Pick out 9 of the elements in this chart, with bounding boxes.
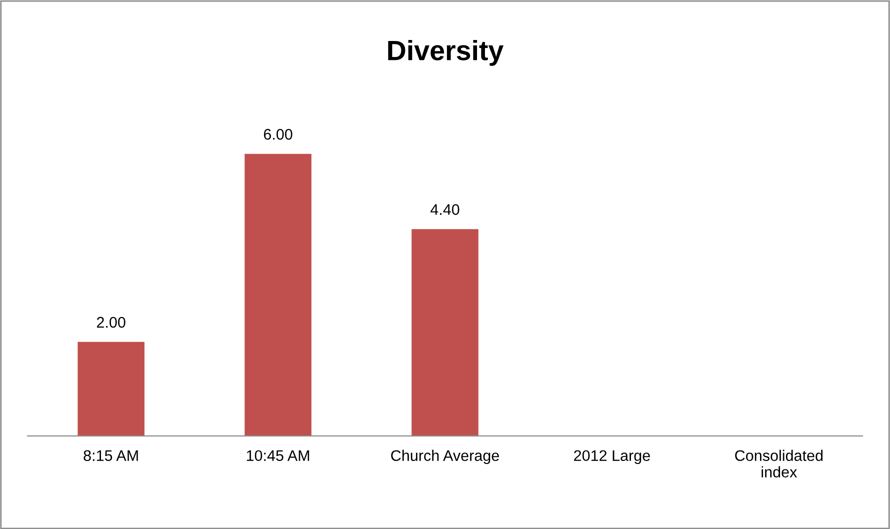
data-label: 4.40 — [430, 204, 460, 215]
data-label: 6.00 — [264, 128, 292, 140]
x-tick-label: 10:45 AM — [246, 450, 310, 462]
x-tick-label: Consolidated index — [735, 450, 823, 478]
x-tick-label: Church Average — [391, 450, 499, 464]
data-label: 2.00 — [96, 316, 126, 328]
x-tick-label: 8:15 AM — [84, 450, 138, 462]
chart-title: Diversity — [388, 40, 504, 66]
x-tick-label: 2012 Large — [574, 450, 650, 464]
